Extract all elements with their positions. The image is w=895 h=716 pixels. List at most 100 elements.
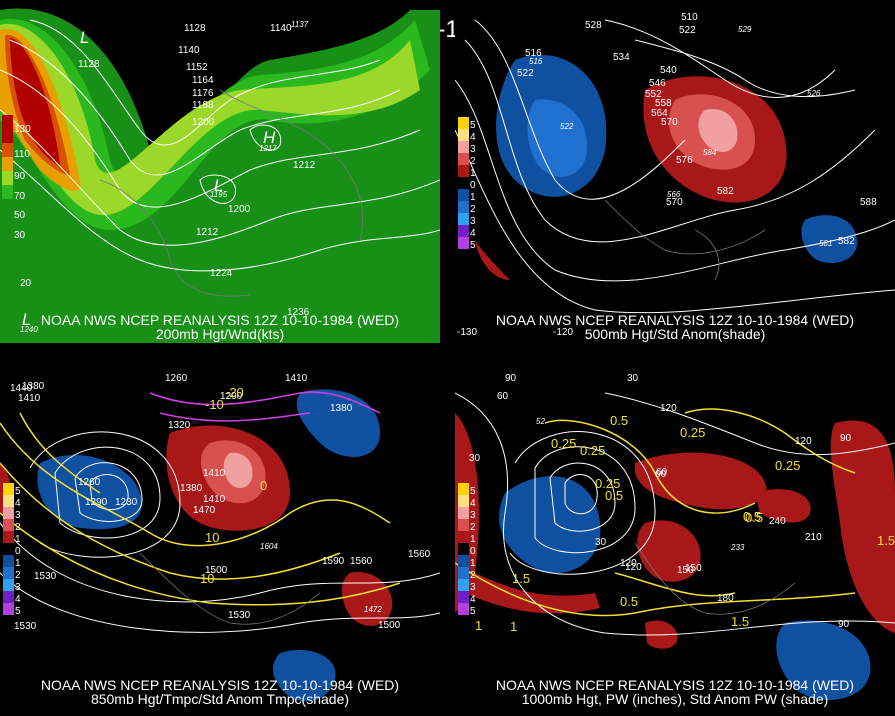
legend-label: 3 [470, 216, 476, 227]
contour-label: 1320 [168, 420, 191, 431]
contour-label: 1260 [78, 477, 101, 488]
contour-label: 1560 [350, 556, 373, 567]
legend-label: 110 [14, 149, 30, 160]
legend-label: 0 [470, 180, 476, 191]
contour-label: 584 [703, 148, 717, 157]
temp-contours-warm [0, 412, 401, 606]
caption-200mb-line1: NOAA NWS NCEP REANALYSIS 12Z 10-10-1984 … [40, 312, 400, 328]
height-contours [0, 19, 440, 272]
contour-label: 1224 [210, 268, 233, 279]
low-center: L [80, 28, 90, 47]
anom-negative-west [499, 476, 601, 573]
contour-label: 20 [20, 278, 32, 289]
caption-850mb-line2: 850mb Hgt/Tmpc/Std Anom Tmpc(shade) [90, 691, 350, 707]
panel-1000mb: 5 4 3 2 1 0 1 2 3 4 5 90 60 30 30 0.25 0… [455, 373, 895, 716]
contour-label: 1290 [220, 391, 243, 402]
contour-label: 90 [838, 619, 850, 630]
wind-band-inner [0, 23, 420, 216]
contour-label: 1212 [293, 160, 316, 171]
contour-label: 180 [717, 593, 734, 604]
legend-label: 90 [14, 171, 26, 182]
contour-label: 90 [505, 373, 517, 384]
contour-label: 522 [517, 68, 534, 79]
caption-500mb-line2: 500mb Hgt/Std Anom(shade) [584, 326, 766, 342]
legend-label: 4 [470, 132, 476, 143]
contour-label: 1236 [287, 307, 310, 318]
colorbar-200mb [2, 115, 13, 227]
contour-label: 576 [676, 155, 693, 166]
coastlines [99, 89, 364, 297]
legend-label: 1 [470, 168, 476, 179]
contour-label: 1176 [192, 88, 214, 99]
colorbar-850mb [3, 483, 14, 615]
contour-label: 30 [627, 373, 639, 384]
legend-label: 4 [15, 498, 21, 509]
contour-label: 1380 [180, 483, 203, 494]
contour-label: 1137 [291, 20, 309, 29]
contour-label: 150 [677, 565, 694, 576]
legend-label: 3 [15, 510, 21, 521]
legend-label: 2 [470, 204, 476, 215]
contour-label: 528 [585, 20, 602, 31]
legend-label: 4 [470, 594, 476, 605]
axis-label: -130 [457, 327, 478, 338]
caption-500mb-line1: NOAA NWS NCEP REANALYSIS 12Z 10-10-1984 … [495, 312, 855, 328]
pw-label: 0.25 [680, 425, 706, 440]
contour-label: 233 [731, 543, 745, 552]
contour-label: 1590 [322, 556, 345, 567]
map-200mb [0, 8, 440, 343]
legend-label: 4 [470, 228, 476, 239]
anom-positive-east [341, 572, 393, 626]
height-contours [455, 19, 895, 314]
legend-label: 1 [470, 558, 476, 569]
map-850mb [0, 389, 440, 702]
contour-label: 1530 [34, 571, 57, 582]
coastlines [139, 552, 321, 625]
panel-200mb: 130 110 90 70 50 30 1128 1128 1140 1140 … [0, 0, 440, 343]
legend-label: 2 [15, 522, 21, 533]
low-center: L [214, 176, 224, 195]
contour-label: 1290 [85, 497, 108, 508]
contour-label: 60 [655, 469, 667, 480]
contour-label: 1380 [330, 403, 353, 414]
contour-label: 30 [595, 537, 607, 548]
contour-label: 582 [717, 186, 734, 197]
legend-label: 130 [14, 124, 31, 135]
height-contours [0, 431, 440, 633]
pw-band-south [455, 563, 600, 614]
anom-negative-north [296, 389, 380, 457]
legend-label: 0 [15, 546, 21, 557]
contour-label: 240 [769, 516, 786, 527]
contour-label: 1530 [228, 610, 251, 621]
legend-label: 4 [15, 594, 21, 605]
legend-label: 70 [14, 191, 26, 202]
contour-label: 1128 [78, 59, 100, 70]
caption-850mb-line1: NOAA NWS NCEP REANALYSIS 12Z 10-10-1984 … [40, 677, 400, 693]
contour-label: 1500 [378, 620, 401, 631]
contour-label: 529 [738, 25, 752, 34]
legend-label: 2 [15, 570, 21, 581]
legend-label: 4 [470, 498, 476, 509]
contour-label: 1560 [408, 549, 431, 560]
pw-label: 0.25 [580, 443, 606, 458]
legend-label: 1 [470, 534, 476, 545]
anom-positive-east [830, 420, 895, 633]
contour-label: 552 [645, 89, 662, 100]
contour-label: 570 [666, 197, 683, 208]
anom-negative-west [37, 454, 142, 530]
legend-label: 3 [15, 582, 21, 593]
contour-label: 1212 [196, 227, 219, 238]
contour-label: 1188 [192, 100, 214, 111]
pw-label: 0.5 [605, 488, 624, 503]
contour-label: 1472 [364, 605, 382, 614]
pw-label: 0.5 [743, 509, 762, 524]
pw-label: 1 [510, 619, 518, 634]
anom-negative-east [801, 215, 858, 264]
contour-label: 1195 [210, 190, 228, 199]
legend-label: 5 [470, 240, 476, 251]
map-1000mb [455, 392, 895, 700]
legend-label: 5 [470, 120, 476, 131]
contour-label: 1260 [165, 373, 188, 384]
contour-label: 210 [805, 532, 822, 543]
pw-label: 0.5 [745, 510, 764, 525]
